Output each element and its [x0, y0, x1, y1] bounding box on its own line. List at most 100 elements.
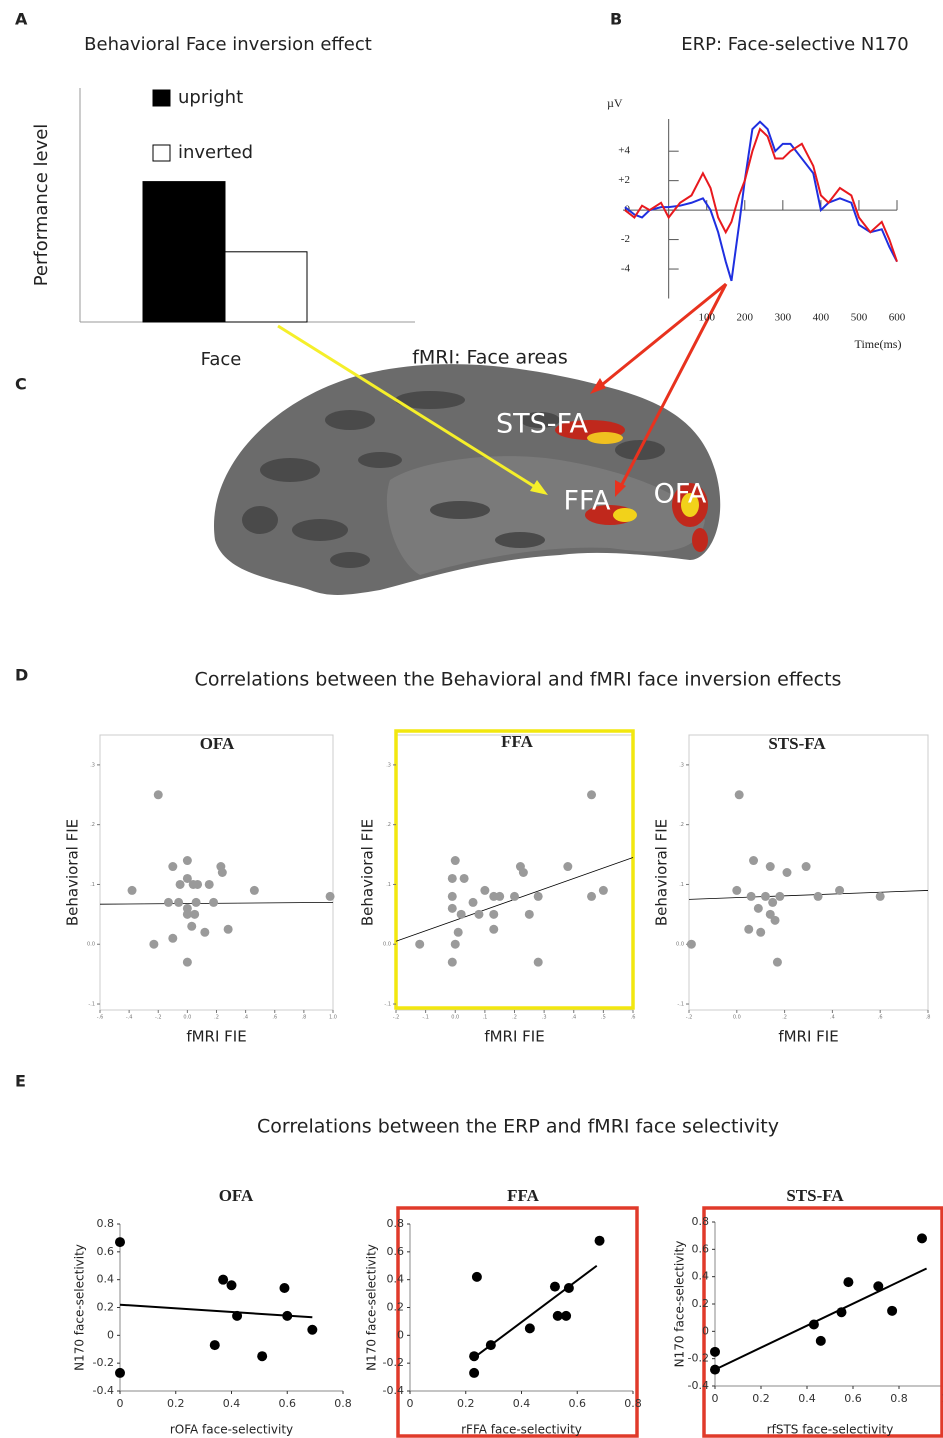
point — [813, 891, 823, 901]
y-tick-label: 0.0 — [383, 942, 391, 948]
x-tick-label: 1.0 — [329, 1015, 337, 1021]
x-axis-label: rFFA face-selectivity — [461, 1423, 582, 1437]
point — [193, 879, 203, 889]
point — [808, 1319, 819, 1330]
x-tick-label: 0 — [117, 1397, 124, 1410]
y-tick-label: -0.4 — [688, 1379, 709, 1392]
erp-line — [624, 127, 898, 262]
point — [732, 885, 742, 895]
y-tick-label: 0.4 — [387, 1273, 405, 1286]
fit-line — [119, 1303, 313, 1319]
x-tick-label: -.4 — [126, 1015, 133, 1021]
y-tick-label: 0.6 — [692, 1242, 710, 1255]
y-tick-label: .3 — [679, 762, 684, 768]
point — [226, 1280, 237, 1291]
x-tick-label: 0.2 — [752, 1392, 770, 1405]
y-tick-label: .1 — [90, 882, 95, 888]
x-tick-label: .5 — [601, 1015, 606, 1021]
y-axis-label: µV — [607, 96, 623, 110]
y-tick-label: +2 — [618, 174, 630, 186]
section-title: Correlations between the ERP and fMRI fa… — [257, 1116, 779, 1138]
y-tick-label: 0.2 — [97, 1301, 115, 1314]
x-tick-label: .8 — [301, 1015, 306, 1021]
brain-image — [213, 364, 721, 595]
point — [127, 885, 137, 895]
y-tick-label: -0.2 — [383, 1356, 404, 1369]
point — [518, 868, 528, 877]
point — [772, 957, 782, 967]
panel-label: D — [15, 666, 28, 685]
x-tick-label: .4 — [243, 1015, 248, 1021]
point — [115, 1237, 125, 1248]
point — [209, 1340, 220, 1351]
bar — [224, 251, 308, 323]
section-title: Correlations between the Behavioral and … — [195, 669, 842, 691]
point — [447, 957, 457, 967]
point — [873, 1281, 884, 1292]
x-tick-label: 0.0 — [733, 1015, 741, 1021]
point — [533, 957, 543, 967]
point — [887, 1305, 898, 1316]
y-tick-label: 0 — [397, 1328, 404, 1341]
chart-title: OFA — [200, 734, 235, 753]
panel-label: E — [15, 1072, 26, 1091]
point — [174, 897, 184, 907]
y-axis-label: Behavioral FIE — [359, 819, 377, 926]
point — [168, 933, 178, 943]
y-tick-label: 0.8 — [97, 1217, 115, 1230]
y-axis-label: N170 face-selectivity — [673, 1241, 687, 1368]
y-tick-label: 0.8 — [387, 1217, 405, 1230]
x-tick-label: 0 — [712, 1392, 719, 1405]
point — [770, 915, 780, 925]
brain-title: fMRI: Face areas — [412, 347, 568, 369]
y-axis-label: N170 face-selectivity — [73, 1244, 87, 1371]
point — [765, 862, 775, 872]
x-tick-label: 0.0 — [451, 1015, 459, 1021]
x-tick-label: -.2 — [686, 1015, 693, 1021]
point — [450, 856, 460, 866]
x-tick-label: 0.8 — [890, 1392, 908, 1405]
x-axis-label: fMRI FIE — [778, 1028, 838, 1046]
point — [765, 909, 775, 919]
x-tick-label: .2 — [782, 1015, 787, 1021]
y-tick-label: .2 — [386, 822, 391, 828]
highlight-frame — [396, 1206, 639, 1438]
point — [232, 1310, 243, 1321]
x-tick-label: 0.6 — [569, 1397, 587, 1410]
x-tick-label: .8 — [926, 1015, 931, 1021]
point — [191, 897, 201, 907]
point — [524, 1323, 535, 1334]
x-tick-label: .2 — [512, 1015, 517, 1021]
x-tick-label: 100 — [698, 312, 715, 324]
x-axis-label: fMRI FIE — [484, 1028, 544, 1046]
point — [917, 1233, 927, 1244]
point — [257, 1351, 268, 1362]
x-tick-label: 0.8 — [624, 1397, 642, 1410]
point — [587, 891, 597, 901]
y-tick-label: -.1 — [384, 1002, 391, 1008]
y-tick-label: 0.8 — [692, 1215, 710, 1228]
y-tick-label: 0.4 — [692, 1270, 710, 1283]
point — [561, 1310, 572, 1321]
point — [115, 1367, 125, 1378]
point — [447, 903, 457, 913]
y-tick-label: 0.6 — [387, 1245, 405, 1258]
chart-title: FFA — [507, 1186, 540, 1205]
point — [187, 921, 197, 931]
point — [163, 897, 173, 907]
x-tick-label: 300 — [775, 312, 792, 324]
y-tick-label: .1 — [386, 882, 391, 888]
legend-swatch — [152, 89, 171, 107]
point — [279, 1283, 290, 1294]
y-axis-label: Performance level — [31, 124, 52, 287]
point — [782, 868, 792, 877]
arrows — [277, 282, 728, 497]
point — [801, 862, 811, 872]
x-tick-label: 600 — [889, 312, 906, 324]
point — [474, 909, 484, 919]
point — [510, 891, 519, 901]
point — [459, 873, 469, 883]
chart-title: FFA — [501, 732, 534, 751]
x-tick-label: 400 — [813, 312, 830, 324]
area-label: FFA — [563, 486, 611, 517]
